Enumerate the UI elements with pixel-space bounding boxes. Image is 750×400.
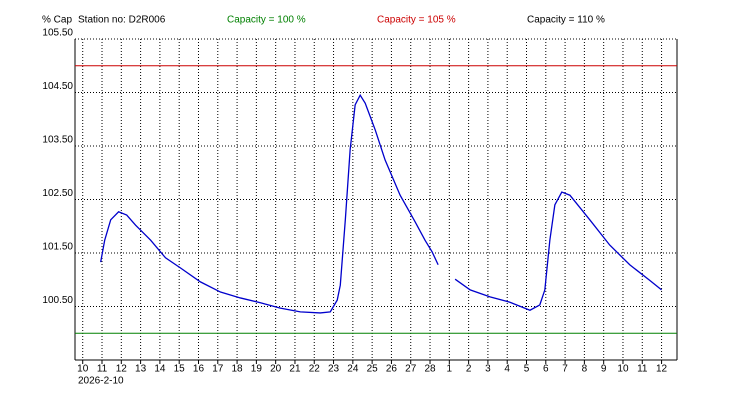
x-tick-label: 13	[135, 364, 147, 375]
x-tick-label: 16	[193, 364, 205, 375]
x-tick-label: 21	[289, 364, 301, 375]
x-tick-label: 9	[601, 364, 607, 375]
x-tick-label: 10	[617, 364, 629, 375]
x-tick-label: 8	[582, 364, 588, 375]
x-tick-label: 10	[77, 364, 89, 375]
x-tick-label: 25	[367, 364, 379, 375]
x-tick-label: 28	[424, 364, 436, 375]
reference-label: Capacity = 110 %	[527, 15, 605, 26]
x-tick-label: 5	[524, 364, 530, 375]
y-tick-label: 100.50	[42, 295, 73, 306]
x-tick-label: 26	[386, 364, 398, 375]
y-tick-label: 102.50	[42, 188, 73, 199]
x-tick-label: 15	[174, 364, 186, 375]
x-tick-label: 23	[328, 364, 340, 375]
x-tick-label: 1	[447, 364, 453, 375]
reference-label: Capacity = 100 %	[227, 15, 306, 26]
y-tick-label: 105.50	[42, 28, 73, 39]
x-tick-label: 6	[543, 364, 549, 375]
x-tick-label: 4	[504, 364, 510, 375]
y-axis-label: % Cap	[42, 15, 72, 26]
data-line	[100, 93, 662, 314]
x-tick-label: 11	[637, 364, 648, 375]
x-tick-label: 19	[251, 364, 263, 375]
x-tick-label: 3	[485, 364, 491, 375]
chart-title: Station no: D2R006	[78, 15, 166, 26]
x-tick-label: 7	[562, 364, 568, 375]
x-tick-label: 14	[154, 364, 166, 375]
x-tick-label: 11	[97, 364, 108, 375]
date-label: 2026-2-10	[78, 376, 124, 387]
y-tick-label: 101.50	[42, 242, 73, 253]
x-tick-label: 12	[116, 364, 128, 375]
x-tick-label: 2	[466, 364, 472, 375]
x-tick-label: 12	[656, 364, 668, 375]
y-tick-label: 103.50	[42, 135, 73, 146]
x-tick-label: 24	[347, 364, 359, 375]
y-tick-label: 104.50	[42, 81, 73, 92]
reference-label: Capacity = 105 %	[377, 15, 456, 26]
x-tick-label: 18	[232, 364, 244, 375]
x-tick-label: 22	[309, 364, 321, 375]
x-tick-label: 27	[405, 364, 417, 375]
x-tick-label: 17	[212, 364, 224, 375]
x-tick-label: 20	[270, 364, 282, 375]
